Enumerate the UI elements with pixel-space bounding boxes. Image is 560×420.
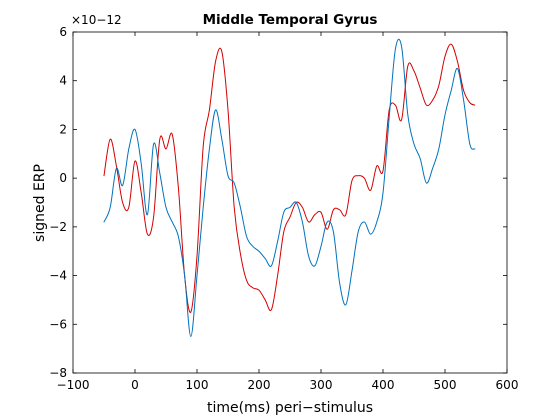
y-tick-label: −2 [49, 220, 67, 234]
x-tick-label: 500 [434, 378, 457, 392]
x-tick-label: 600 [496, 378, 519, 392]
y-tick-label: 6 [59, 25, 67, 39]
y-tick-label: 0 [59, 171, 67, 185]
y-tick-label: −4 [49, 269, 67, 283]
x-tick-label: 0 [131, 378, 139, 392]
axis-ticks: −100 0 100 200 300 400 500 600 −8 −6 −4 −2 0 2 4 6 [49, 25, 518, 392]
y-tick-label: −8 [49, 366, 67, 380]
x-axis-label: time(ms) peri−stimulus [207, 400, 373, 416]
y-exponent-label: ×10−12 [71, 13, 122, 27]
x-tick-label: 200 [248, 378, 271, 392]
y-tick-label: −6 [49, 317, 67, 331]
series-line-blue [103, 38, 476, 337]
x-tick-label: 400 [372, 378, 395, 392]
series-line-red [103, 43, 476, 313]
x-tick-label: −100 [57, 378, 90, 392]
x-tick-label: 100 [186, 378, 209, 392]
x-tick-label: 300 [310, 378, 333, 392]
y-axis-label: signed ERP [32, 164, 48, 242]
y-tick-label: 4 [59, 74, 67, 88]
y-tick-label: 2 [59, 122, 67, 136]
plot-frame [72, 31, 508, 374]
data-series [103, 38, 476, 337]
chart-title: Middle Temporal Gyrus [203, 12, 378, 28]
